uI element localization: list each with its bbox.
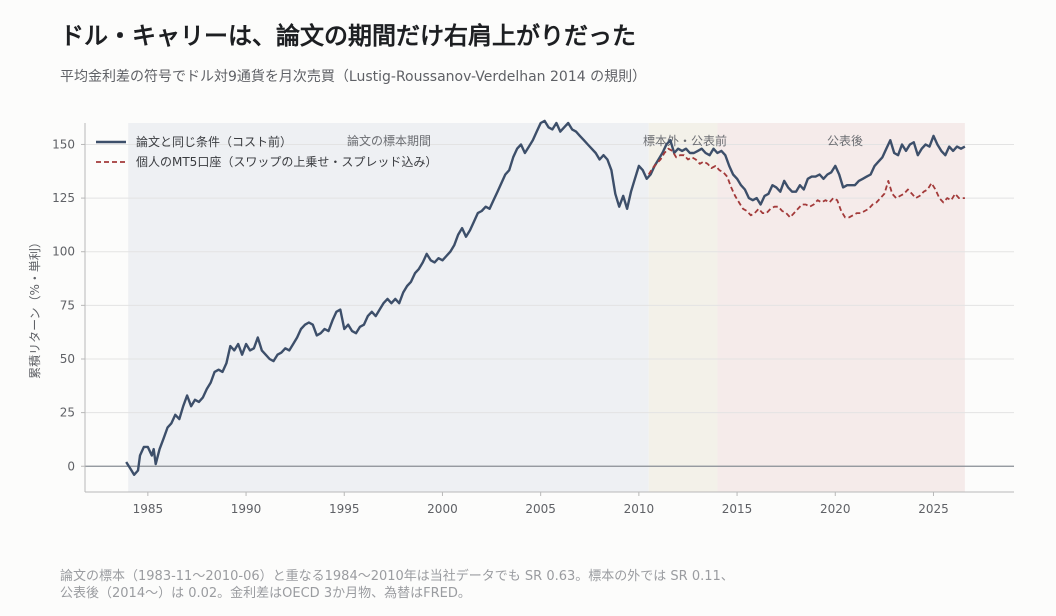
x-tick-label: 1985 bbox=[133, 502, 164, 516]
x-tick-label: 2000 bbox=[427, 502, 458, 516]
x-tick-label: 2005 bbox=[525, 502, 556, 516]
y-axis-label: 累積リターン（%・単利） bbox=[27, 236, 42, 379]
region-band bbox=[648, 123, 718, 492]
region-band bbox=[128, 123, 649, 492]
y-tick-label: 50 bbox=[60, 352, 75, 366]
x-tick-label: 2020 bbox=[820, 502, 851, 516]
y-tick-label: 25 bbox=[60, 406, 75, 420]
y-tick-label: 125 bbox=[52, 191, 75, 205]
y-tick-label: 0 bbox=[67, 459, 75, 473]
region-label: 論文の標本期間 bbox=[347, 133, 431, 148]
region-label: 公表後 bbox=[827, 134, 863, 148]
y-tick-label: 100 bbox=[52, 245, 75, 259]
x-tick-label: 1995 bbox=[329, 502, 360, 516]
footnote: 論文の標本（1983-11〜2010-06）と重なる1984〜2010年は当社デ… bbox=[60, 568, 734, 602]
x-tick-label: 1990 bbox=[231, 502, 262, 516]
y-tick-label: 150 bbox=[52, 137, 75, 151]
x-tick-label: 2025 bbox=[918, 502, 949, 516]
series-line-paper bbox=[125, 119, 966, 476]
footnote-line-1: 論文の標本（1983-11〜2010-06）と重なる1984〜2010年は当社デ… bbox=[60, 569, 734, 584]
chart-subtitle: 平均金利差の符号でドル対9通貨を月次売買（Lustig-Roussanov-Ve… bbox=[60, 69, 647, 85]
chart-title: ドル・キャリーは、論文の期間だけ右肩上がりだった bbox=[60, 22, 636, 50]
series-line-retail bbox=[647, 147, 965, 219]
footnote-line-2: 公表後（2014〜）は 0.02。金利差はOECD 3か月物、為替はFRED。 bbox=[60, 586, 471, 601]
legend-label: 個人のMT5口座（スワップの上乗せ・スプレッド込み） bbox=[136, 154, 437, 169]
x-tick-label: 2010 bbox=[624, 502, 655, 516]
region-label: 標本外・公表前 bbox=[643, 133, 727, 148]
legend-label: 論文と同じ条件（コスト前） bbox=[136, 134, 292, 149]
y-tick-label: 75 bbox=[60, 298, 75, 312]
x-tick-label: 2015 bbox=[722, 502, 753, 516]
